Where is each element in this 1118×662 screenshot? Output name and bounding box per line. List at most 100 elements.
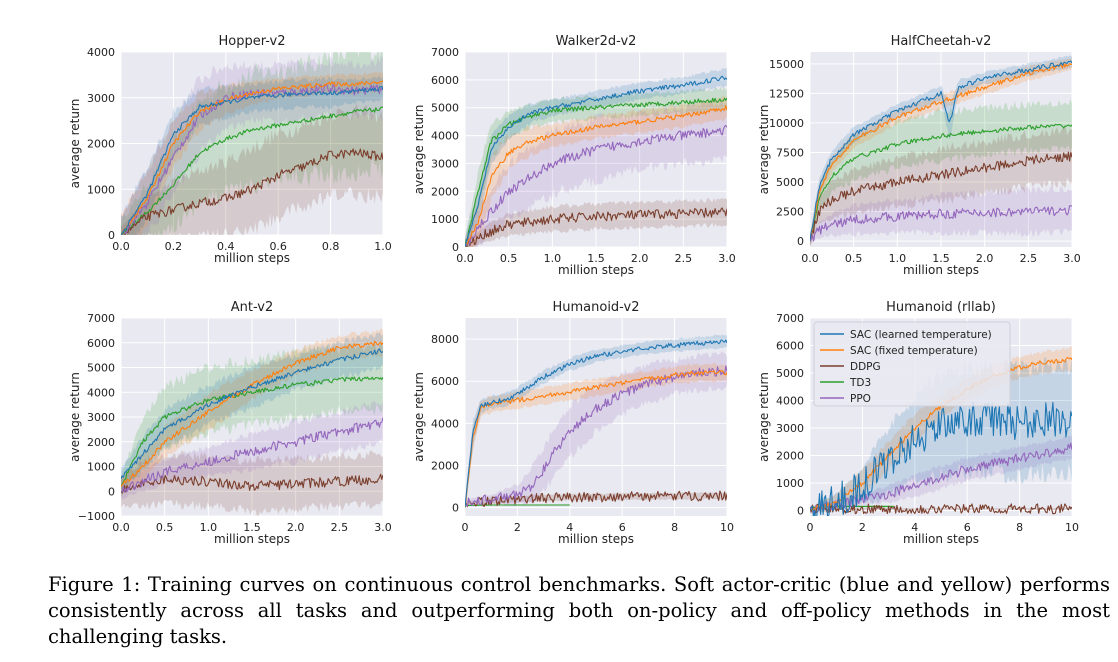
plot-area — [465, 318, 727, 516]
x-tick-label: 6 — [964, 521, 971, 534]
band-td3 — [810, 99, 1072, 247]
x-tick-label: 0.6 — [269, 240, 287, 253]
x-tick-label: 0 — [462, 521, 469, 534]
x-tick-label: 3.0 — [374, 521, 392, 534]
x-tick-label: 8 — [1016, 521, 1023, 534]
legend-label-td3: TD3 — [849, 377, 871, 389]
y-axis-label: average return — [757, 372, 771, 462]
x-tick-label: 0.5 — [500, 252, 518, 265]
line-sac_fixed — [465, 369, 727, 508]
x-tick-label: 10 — [720, 521, 734, 534]
panel-4: 0 2000 4000 6000 8000 0 2 4 6 8 10 Humanoid-v2 milli… — [412, 300, 734, 546]
line-sac_learned — [810, 60, 1072, 242]
y-tick-label: 2000 — [87, 436, 115, 449]
chart-title: Humanoid (rllab) — [886, 300, 996, 315]
y-tick-label: 4000 — [87, 386, 115, 399]
line-sac_fixed — [121, 80, 383, 235]
x-tick-label: 4 — [566, 521, 573, 534]
band-sac_learned — [465, 67, 727, 247]
y-axis-label: average return — [757, 105, 771, 195]
y-tick-label: 3000 — [431, 157, 459, 170]
y-tick-label: 1000 — [87, 183, 115, 196]
x-tick-label: 3.0 — [1063, 252, 1081, 265]
x-tick-label: 0.0 — [801, 252, 819, 265]
line-ddpg — [810, 151, 1072, 242]
x-tick-label: 2.5 — [675, 252, 693, 265]
chart-title: Walker2d-v2 — [556, 34, 637, 49]
panel-2: 0 2500 5000 7500 10000 12500 15000 0.0 0.5 1.0 1.5… — [757, 34, 1081, 277]
band-sac_fixed — [121, 71, 383, 235]
band-ddpg — [465, 197, 727, 247]
legend-label-ddpg: DDPG — [850, 361, 881, 373]
x-tick-label: 1.0 — [200, 521, 218, 534]
series-group — [121, 52, 383, 235]
band-sac_learned — [121, 332, 383, 490]
caption-text: Training curves on continuous control be… — [48, 573, 1110, 648]
x-tick-label: 2.0 — [287, 521, 305, 534]
y-tick-label: 7500 — [776, 146, 804, 159]
line-ddpg — [121, 148, 383, 235]
line-td3 — [121, 376, 383, 487]
series-group — [810, 55, 1072, 247]
y-tick-label: 3000 — [87, 411, 115, 424]
band-sac_fixed — [121, 328, 383, 493]
y-tick-label: 0 — [452, 502, 459, 515]
x-tick-label: 10 — [1065, 521, 1079, 534]
legend-label-sac_fixed: SAC (fixed temperature) — [850, 345, 978, 357]
y-tick-label: 6000 — [776, 340, 804, 353]
y-tick-label: 0 — [797, 505, 804, 518]
x-tick-label: 2.5 — [331, 521, 349, 534]
x-tick-label: 2 — [859, 521, 866, 534]
y-tick-label: 7000 — [87, 312, 115, 325]
x-axis-label: million steps — [903, 263, 979, 277]
band-td3 — [121, 52, 383, 235]
x-tick-label: 1.0 — [889, 252, 907, 265]
line-sac_learned — [121, 348, 383, 480]
band-ppo — [810, 185, 1072, 245]
panel-1: 0 1000 2000 3000 4000 5000 6000 7000 0.0 0.5 1.0 1.… — [412, 34, 736, 277]
chart-title: Ant-v2 — [231, 300, 274, 315]
y-tick-label: 15000 — [769, 58, 804, 71]
y-tick-label: 7000 — [776, 312, 804, 325]
band-sac_fixed — [465, 95, 727, 247]
band-ppo — [465, 350, 727, 507]
line-td3 — [810, 123, 1072, 242]
x-tick-label: 2.0 — [976, 252, 994, 265]
y-tick-label: 5000 — [776, 367, 804, 380]
band-ddpg — [121, 450, 383, 516]
y-tick-label: 2000 — [776, 450, 804, 463]
line-sac_learned — [465, 339, 727, 508]
x-tick-label: 0.5 — [156, 521, 174, 534]
band-sac_fixed — [810, 346, 1072, 514]
x-tick-label: 0 — [807, 521, 814, 534]
y-tick-label: 2000 — [431, 185, 459, 198]
line-sac_fixed — [121, 340, 383, 487]
y-tick-label: 2000 — [431, 459, 459, 472]
y-tick-label: 6000 — [431, 74, 459, 87]
line-ddpg — [810, 503, 1072, 515]
x-axis-label: million steps — [558, 263, 634, 277]
y-tick-label: 4000 — [87, 46, 115, 59]
y-tick-label: 3000 — [776, 422, 804, 435]
x-axis-label: million steps — [558, 532, 634, 546]
y-tick-label: 3000 — [87, 92, 115, 105]
band-ppo — [121, 56, 383, 235]
x-tick-label: 1.5 — [932, 252, 950, 265]
band-td3 — [121, 339, 383, 497]
line-sac_learned — [121, 86, 383, 235]
x-tick-label: 6 — [619, 521, 626, 534]
legend: SAC (learned temperature) SAC (fixed temp… — [813, 321, 1011, 407]
figure-caption: Figure 1: Training curves on continuous … — [48, 572, 1110, 650]
x-tick-label: 2 — [514, 521, 521, 534]
line-ddpg — [121, 473, 383, 494]
band-ppo — [810, 434, 1072, 513]
line-ppo — [465, 124, 727, 247]
y-tick-label: −1000 — [78, 510, 115, 523]
panel-3: −1000 0 1000 2000 3000 4000 5000 6000 7000 0.0 0.5… — [68, 300, 392, 546]
band-ddpg — [810, 125, 1072, 247]
line-td3 — [465, 97, 727, 247]
y-tick-label: 12500 — [769, 87, 804, 100]
legend-label-sac_learned: SAC (learned temperature) — [850, 329, 992, 341]
series-group — [121, 328, 383, 516]
